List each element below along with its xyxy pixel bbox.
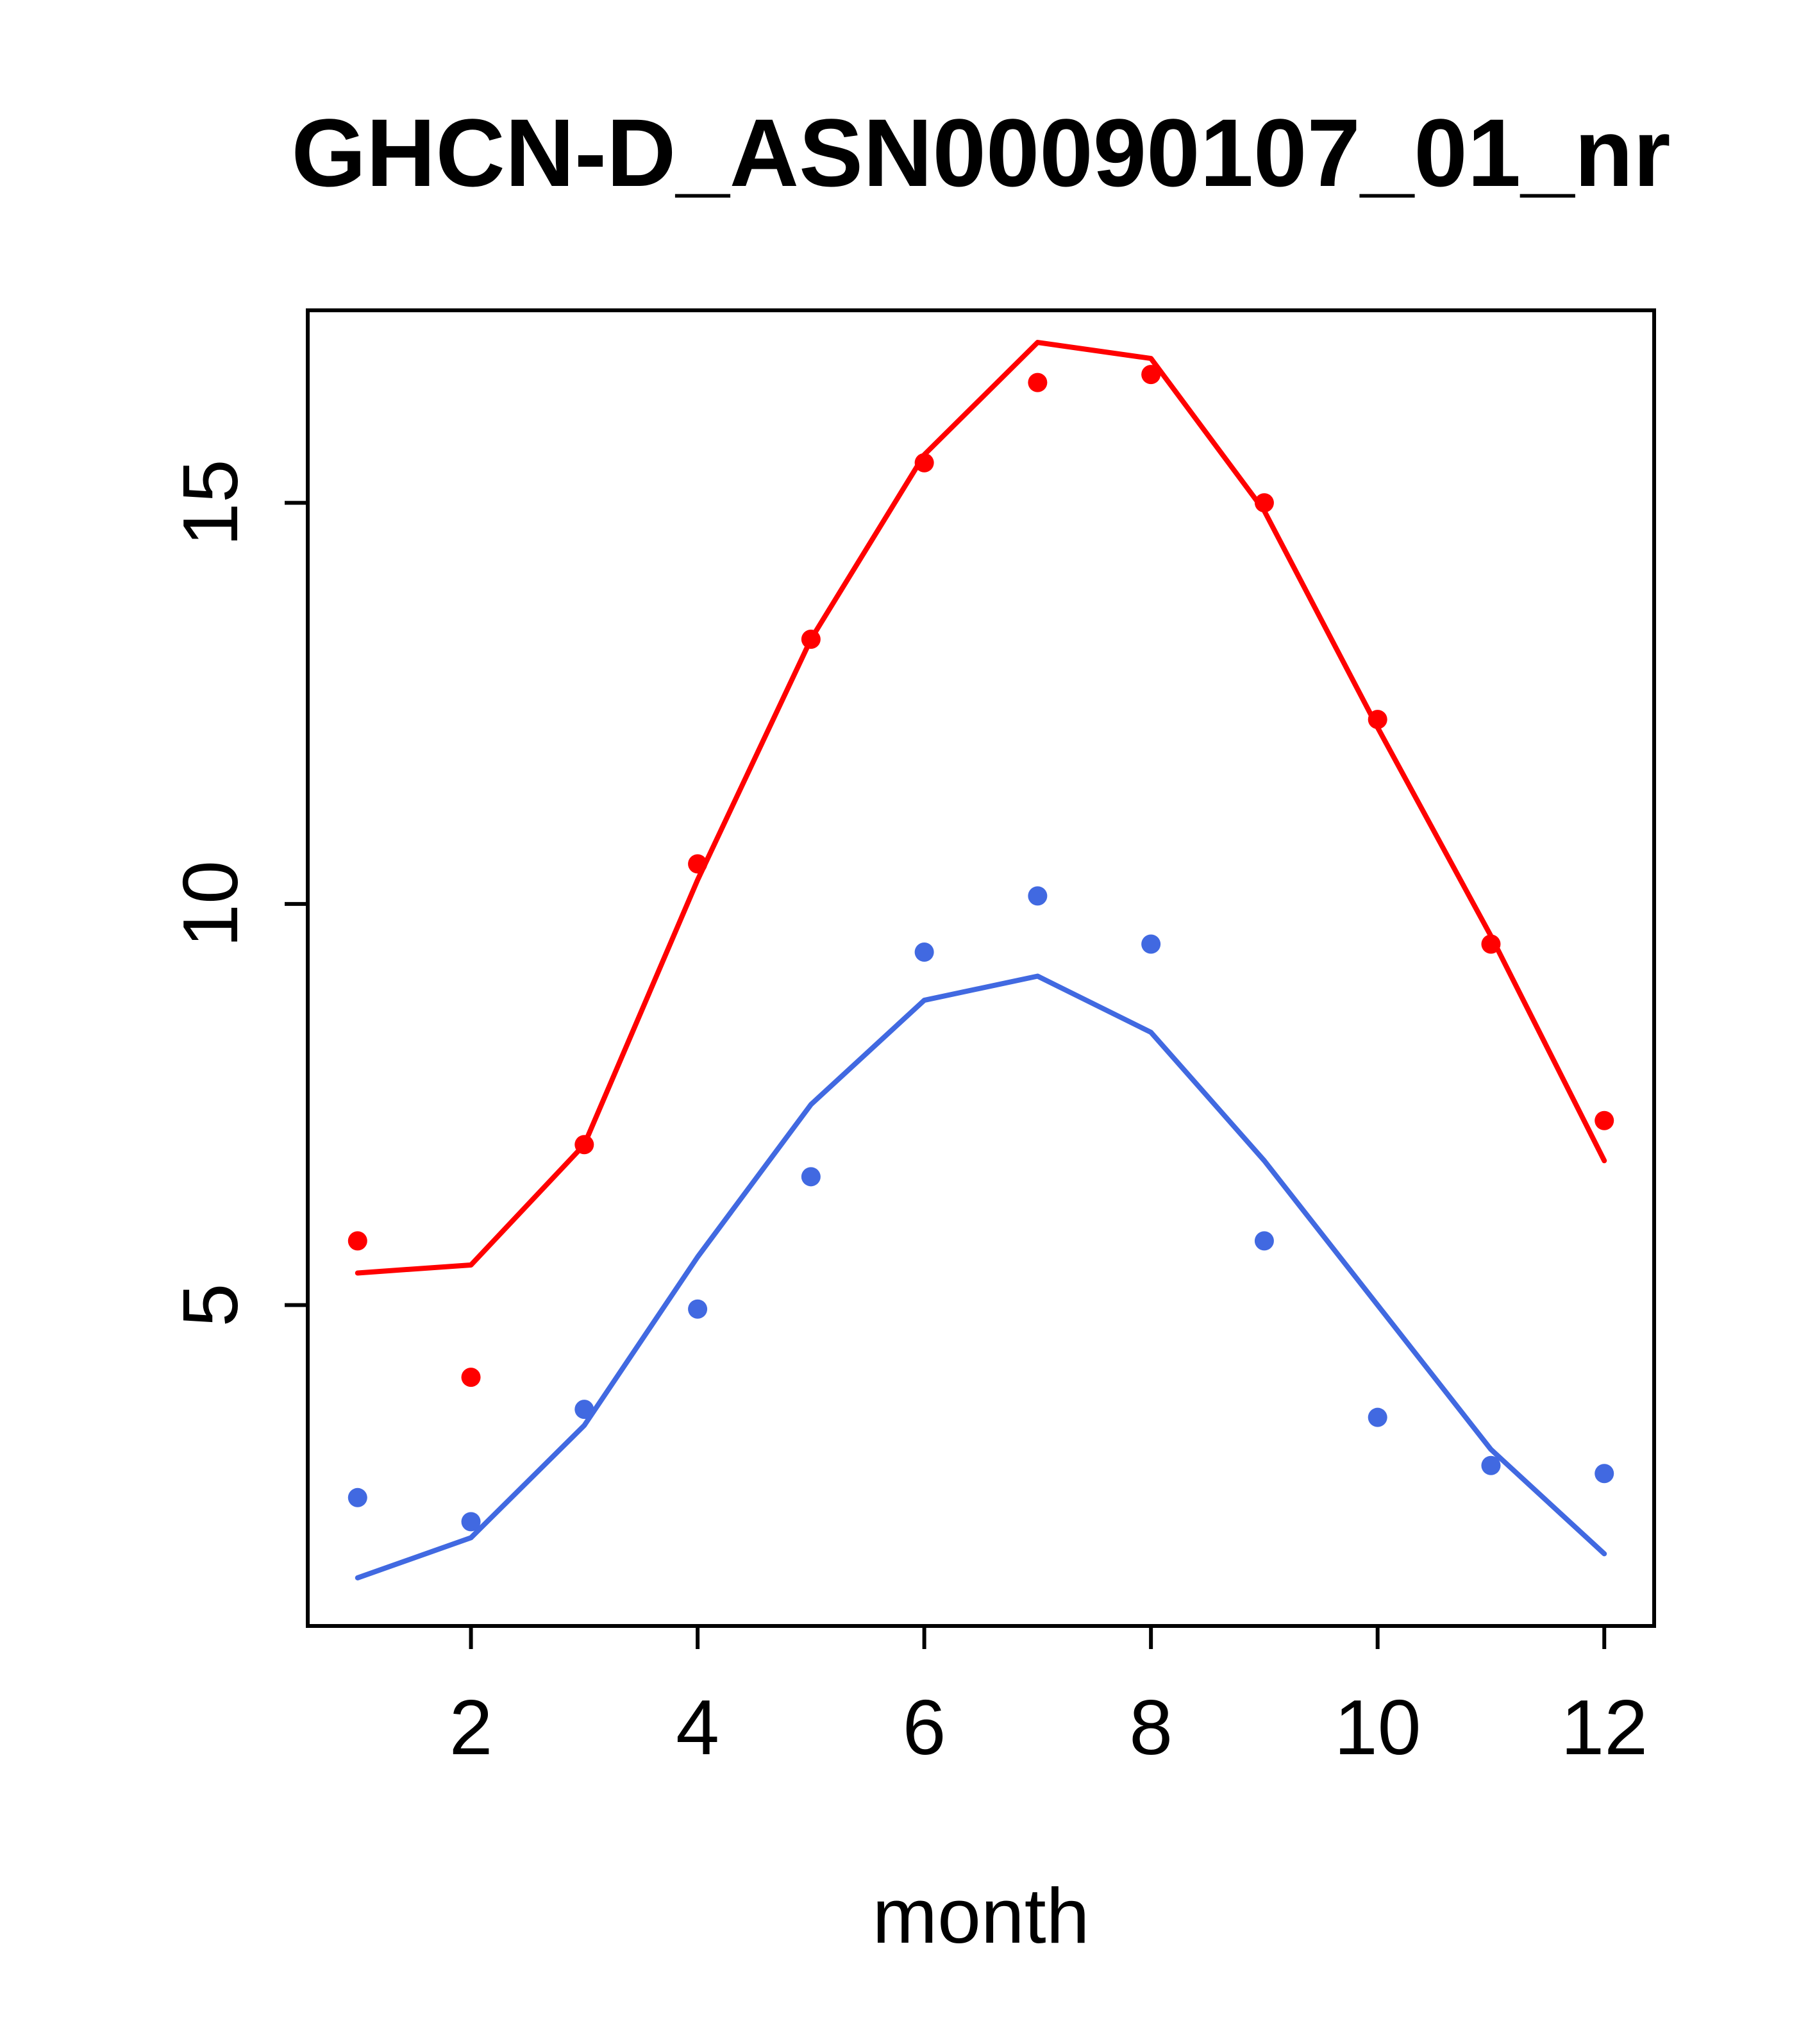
red-fit-line-path xyxy=(355,340,1607,1276)
blue-monthly-points-marker xyxy=(1595,1464,1614,1484)
blue-monthly-points-marker xyxy=(801,1167,821,1187)
red-monthly-points-marker xyxy=(347,1231,367,1251)
red-monthly-points-marker xyxy=(1141,365,1161,385)
blue-monthly-points-marker xyxy=(1368,1407,1387,1427)
blue-fit-line-path xyxy=(355,973,1607,1580)
x-tick-label: 2 xyxy=(449,1684,493,1771)
blue-monthly-points-marker xyxy=(461,1512,481,1532)
blue-monthly-points-marker xyxy=(347,1487,367,1507)
chart-title: GHCN-D_ASN00090107_01_nr xyxy=(291,99,1670,206)
blue-monthly-points-marker xyxy=(688,1299,708,1319)
red-monthly-points-marker xyxy=(1595,1110,1614,1130)
blue-monthly-points-marker xyxy=(1141,934,1161,954)
y-tick-label: 10 xyxy=(167,860,254,948)
x-tick-label: 12 xyxy=(1561,1684,1648,1771)
x-axis-label: month xyxy=(872,1872,1089,1959)
blue-monthly-points-marker xyxy=(914,942,934,962)
blue-monthly-points-marker xyxy=(1254,1231,1274,1251)
plot-layer: 2 4 6 8 10 12 5 10 15 xyxy=(167,308,1656,1771)
red-monthly-points-marker xyxy=(1028,373,1048,392)
red-monthly-points-marker xyxy=(461,1368,481,1387)
x-tick-label: 8 xyxy=(1129,1684,1173,1771)
x-tick-label: 4 xyxy=(676,1684,719,1771)
x-tick-label: 6 xyxy=(903,1684,946,1771)
blue-monthly-points-marker xyxy=(1028,886,1048,906)
y-tick-label: 15 xyxy=(167,459,254,546)
x-tick-label: 10 xyxy=(1334,1684,1421,1771)
plot-border xyxy=(306,308,1656,1628)
blue-monthly-points-marker xyxy=(1481,1455,1501,1475)
y-tick-label: 5 xyxy=(167,1284,254,1327)
